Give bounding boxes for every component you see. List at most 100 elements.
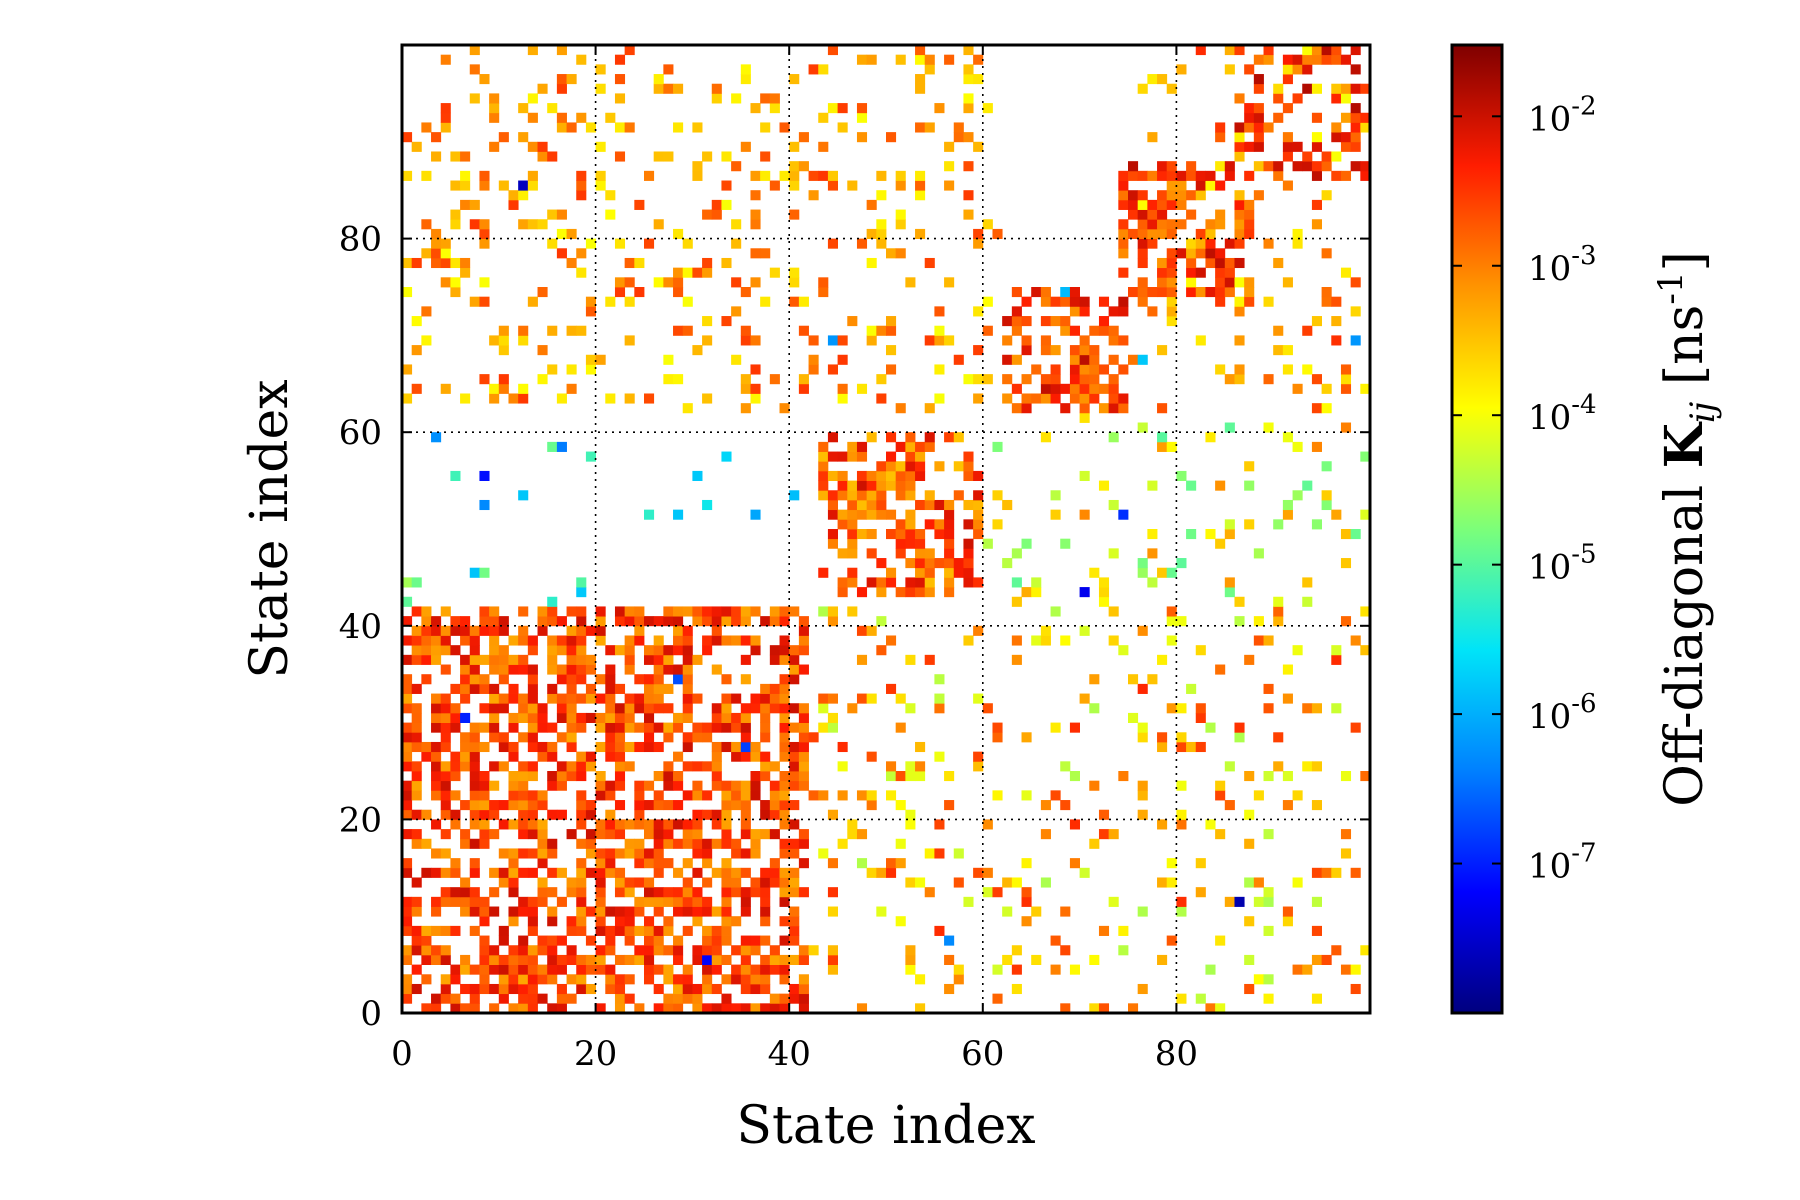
heatmap-cell <box>537 741 548 753</box>
heatmap-cell <box>1321 54 1332 65</box>
heatmap-cell <box>673 325 684 336</box>
heatmap-cell <box>827 693 838 704</box>
heatmap-cell <box>1224 64 1235 75</box>
heatmap-cell <box>1263 771 1274 782</box>
heatmap-cell <box>866 432 877 443</box>
heatmap-cell <box>595 780 606 791</box>
heatmap-cell <box>498 867 509 878</box>
heatmap-cell <box>702 945 713 956</box>
heatmap-cell <box>769 645 780 656</box>
heatmap-cell <box>711 809 722 820</box>
heatmap-cell <box>750 848 761 859</box>
heatmap-cell <box>1263 925 1274 936</box>
heatmap-cell <box>498 335 509 346</box>
heatmap-cell <box>547 906 558 917</box>
heatmap-cell <box>1137 190 1148 201</box>
heatmap-cell <box>450 277 461 288</box>
heatmap-cell <box>644 683 655 694</box>
heatmap-cell <box>915 190 926 201</box>
heatmap-cell <box>1311 170 1322 181</box>
heatmap-cell <box>585 712 596 723</box>
heatmap-cell <box>402 616 413 627</box>
heatmap-cell <box>837 548 848 559</box>
heatmap-cell <box>440 277 451 288</box>
heatmap-cell <box>905 809 916 820</box>
heatmap-cell <box>711 625 722 636</box>
heatmap-cell <box>944 509 955 520</box>
heatmap-cell <box>692 122 703 133</box>
heatmap-cell <box>1157 190 1168 201</box>
heatmap-cell <box>1340 267 1352 278</box>
heatmap-cell <box>944 277 955 288</box>
heatmap-cell <box>866 480 877 491</box>
heatmap-cell <box>1128 199 1139 210</box>
heatmap-cell <box>653 819 664 830</box>
heatmap-cell <box>934 306 945 317</box>
heatmap-cell <box>915 461 926 472</box>
heatmap-cell <box>479 170 490 181</box>
heatmap-cell <box>760 683 771 694</box>
heatmap-cell <box>576 983 587 995</box>
heatmap-cell <box>479 674 490 685</box>
heatmap-cell <box>1350 529 1361 540</box>
heatmap-cell <box>498 345 509 356</box>
heatmap-cell <box>1273 519 1284 530</box>
heatmap-cell <box>1195 45 1206 56</box>
heatmap-cell <box>566 974 577 985</box>
heatmap-cell <box>1331 45 1342 56</box>
heatmap-cell <box>866 335 877 346</box>
colorbar <box>1450 43 1504 1015</box>
heatmap-cell <box>1244 771 1255 782</box>
heatmap-cell <box>1137 219 1148 230</box>
heatmap-cell <box>1282 432 1293 443</box>
heatmap-cell <box>731 838 742 849</box>
heatmap-cell <box>1321 867 1332 878</box>
heatmap-cell <box>702 954 713 965</box>
heatmap-cell <box>421 945 432 956</box>
heatmap-cell <box>402 703 413 714</box>
heatmap-cell <box>527 974 538 985</box>
heatmap-cell <box>402 954 413 965</box>
heatmap-cell <box>934 335 945 346</box>
heatmap-cell <box>576 877 587 888</box>
heatmap-cell <box>411 964 422 975</box>
heatmap-cell <box>1292 877 1303 888</box>
heatmap-cell <box>731 1003 742 1013</box>
heatmap-cell <box>944 577 955 588</box>
heatmap-cell <box>789 954 800 965</box>
heatmap-cell <box>740 906 751 917</box>
heatmap-cell <box>779 741 790 753</box>
heatmap-cell <box>963 374 974 385</box>
heatmap-cell <box>498 325 509 336</box>
heatmap-cell <box>508 683 519 694</box>
heatmap-cell <box>934 461 945 472</box>
heatmap-cell <box>789 722 800 733</box>
heatmap-cell <box>721 800 732 811</box>
heatmap-cell <box>750 219 761 230</box>
heatmap-cell <box>1089 364 1100 375</box>
heatmap-cell <box>527 761 538 772</box>
colorbar-ticks: 10-710-610-510-410-310-2 <box>1452 91 1597 887</box>
x-axis-ticks: 0 20 40 60 80 <box>391 45 1198 1074</box>
heatmap-cell <box>866 199 877 210</box>
heatmap-cell <box>1215 480 1226 491</box>
heatmap-cell <box>556 664 567 675</box>
heatmap-cell <box>1021 790 1032 801</box>
heatmap-cell <box>779 954 790 965</box>
heatmap-cell <box>673 664 684 675</box>
heatmap-cell <box>779 848 790 859</box>
heatmap-cell <box>992 732 1003 743</box>
heatmap-cell <box>614 751 626 762</box>
heatmap-cell <box>1273 325 1284 336</box>
heatmap-cell <box>421 935 432 946</box>
heatmap-cell <box>721 974 732 985</box>
y-tick-label: 40 <box>339 607 382 647</box>
heatmap-cell <box>566 383 577 394</box>
heatmap-cell <box>1118 238 1129 249</box>
heatmap-cell <box>692 345 703 356</box>
heatmap-cell <box>653 790 664 801</box>
heatmap-cell <box>450 645 461 656</box>
heatmap-cell <box>721 199 732 210</box>
heatmap-cell <box>537 993 548 1004</box>
heatmap-cell <box>1050 790 1061 801</box>
